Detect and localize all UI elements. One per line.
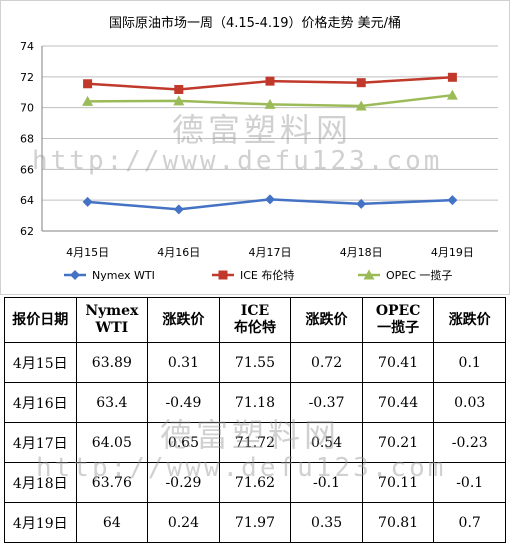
table-cell: -0.23 <box>433 422 506 463</box>
data-point <box>446 89 458 100</box>
header-text: 涨跌价 <box>305 311 348 328</box>
legend-marker <box>363 269 375 280</box>
y-tick-label: 68 <box>20 133 34 146</box>
table-row: 4月15日 63.89 0.31 71.55 0.72 70.41 0.1 <box>4 342 506 383</box>
legend-entry: Nymex WTI <box>92 269 155 282</box>
price-trend-chart: 国际原油市场一周（4.15-4.19）价格走势 美元/桶 62 64 66 68 70 7… <box>0 0 510 295</box>
table-cell: -0.1 <box>290 462 363 503</box>
chart-title: 国际原油市场一周（4.15-4.19）价格走势 美元/桶 <box>109 15 401 31</box>
table-cell: 0.31 <box>147 342 220 383</box>
data-point <box>83 79 93 89</box>
table-row: 4月18日 63.76 -0.29 71.62 -0.1 70.11 -0.1 <box>4 462 506 503</box>
y-tick-label: 62 <box>20 225 34 238</box>
data-point <box>447 195 458 206</box>
y-tick-label: 74 <box>20 40 34 53</box>
table-cell: -0.49 <box>147 382 220 423</box>
y-tick-label: 70 <box>20 102 34 115</box>
data-point <box>173 204 184 215</box>
header-text: 一揽子 <box>377 320 420 336</box>
table-cell: 64 <box>75 502 149 543</box>
chart-frame <box>0 0 510 295</box>
table-cell: 70.41 <box>361 342 435 383</box>
table-cell: 4月19日 <box>4 502 77 543</box>
table-row: 4月19日 64 0.24 71.97 0.35 70.81 0.7 <box>4 502 506 543</box>
data-point <box>82 95 94 106</box>
header-text: OPEC <box>375 303 421 319</box>
table-header-cell: 涨跌价 <box>433 297 506 343</box>
table-cell: 0.24 <box>147 502 220 543</box>
table-body: 4月15日 63.89 0.31 71.55 0.72 70.41 0.1 4月16日 63.4… <box>4 342 506 543</box>
table-header-cell: 涨跌价 <box>147 297 220 343</box>
table-cell: 4月15日 <box>4 342 77 383</box>
table-cell: 63.76 <box>75 462 149 503</box>
table-row: 4月17日 64.05 0.65 71.72 0.54 70.21 -0.23 <box>4 422 506 463</box>
legend-marker <box>218 270 228 280</box>
data-point <box>355 100 367 111</box>
x-tick-label: 4月17日 <box>249 246 292 259</box>
table-cell: 71.97 <box>218 502 292 543</box>
x-tick-label: 4月19日 <box>431 246 474 259</box>
x-tick-label: 4月16日 <box>157 246 200 259</box>
table-cell: 63.89 <box>75 342 149 383</box>
legend: Nymex WTI ICE 布伦特 OPEC 一揽子 <box>64 268 452 282</box>
data-point <box>174 84 184 94</box>
data-point <box>447 72 457 82</box>
header-text: 布伦特 <box>233 320 276 336</box>
data-point <box>264 98 276 109</box>
table-cell: 0.72 <box>290 342 363 383</box>
data-point <box>173 95 185 106</box>
table-header-cell: OPEC 一揽子 <box>361 297 435 343</box>
table-cell: 70.81 <box>361 502 435 543</box>
data-point <box>356 78 366 88</box>
table-cell: -0.1 <box>433 462 506 503</box>
header-text: Nymex <box>85 303 139 319</box>
data-point <box>265 76 275 86</box>
data-point <box>82 196 93 207</box>
header-text: 涨跌价 <box>162 311 205 328</box>
legend-entry: OPEC 一揽子 <box>386 269 452 282</box>
table-cell: 4月18日 <box>4 462 77 503</box>
table-cell: 0.03 <box>433 382 506 423</box>
table-cell: 71.18 <box>218 382 292 423</box>
table-cell: -0.29 <box>147 462 220 503</box>
y-tick-label: 72 <box>20 71 34 84</box>
table-header-row: 报价日期 Nymex WTI 涨跌价 ICE 布伦特 涨跌价 OPEC 一揽子 涨跌价 <box>4 297 506 343</box>
table-cell: 70.44 <box>361 382 435 423</box>
table-header-cell: ICE 布伦特 <box>218 297 292 343</box>
table-cell: 0.7 <box>433 502 506 543</box>
table-cell: -0.37 <box>290 382 363 423</box>
header-text: 报价日期 <box>12 311 69 328</box>
table-header-cell: 涨跌价 <box>290 297 363 343</box>
table-cell: 0.54 <box>290 422 363 463</box>
table-cell: 4月16日 <box>4 382 77 423</box>
table-header-cell: 报价日期 <box>4 297 77 343</box>
header-text: ICE <box>240 303 270 319</box>
axes: 62 64 66 68 70 72 74 4月15日 4月16日 4月17日 4月18日 4月19日 <box>20 40 498 259</box>
table-cell: 70.11 <box>361 462 435 503</box>
series <box>82 72 458 215</box>
table-cell: 4月17日 <box>4 422 77 463</box>
legend-marker <box>70 270 80 280</box>
x-tick-label: 4月18日 <box>340 246 383 259</box>
table-cell: 71.72 <box>218 422 292 463</box>
table-cell: 70.21 <box>361 422 435 463</box>
table-cell: 64.05 <box>75 422 149 463</box>
x-tick-label: 4月15日 <box>66 246 109 259</box>
table-cell: 71.62 <box>218 462 292 503</box>
table-cell: 0.65 <box>147 422 220 463</box>
data-point <box>265 194 275 205</box>
table-header-cell: Nymex WTI <box>75 297 149 343</box>
legend-entry: ICE 布伦特 <box>240 268 294 282</box>
table-cell: 71.55 <box>218 342 292 383</box>
y-tick-label: 64 <box>20 194 34 207</box>
y-tick-label: 66 <box>20 163 34 176</box>
data-point <box>356 198 367 209</box>
header-text: 涨跌价 <box>448 311 491 328</box>
table-cell: 0.35 <box>290 502 363 543</box>
table-cell: 0.1 <box>433 342 506 383</box>
table-cell: 63.4 <box>75 382 149 423</box>
header-text: WTI <box>95 320 129 336</box>
table-row: 4月16日 63.4 -0.49 71.18 -0.37 70.44 0.03 <box>4 382 506 423</box>
price-table: 报价日期 Nymex WTI 涨跌价 ICE 布伦特 涨跌价 OPEC 一揽子 涨跌价 4月15日… <box>4 297 506 543</box>
